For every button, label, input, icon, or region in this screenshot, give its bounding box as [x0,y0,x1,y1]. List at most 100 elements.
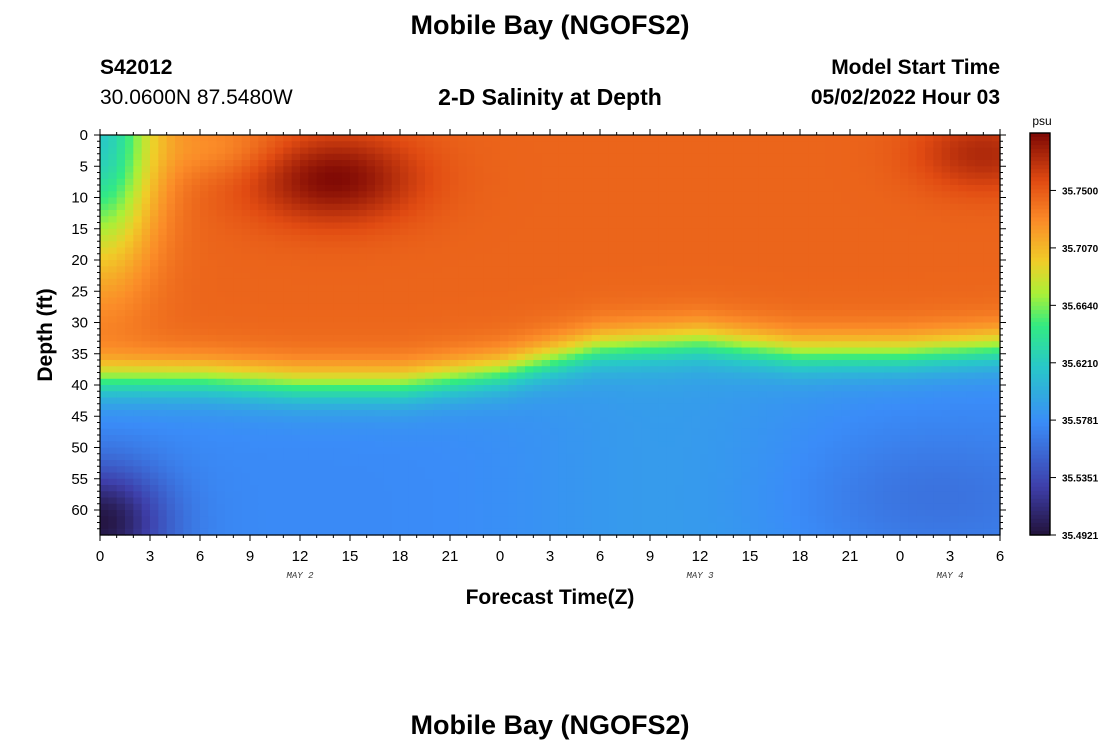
heatmap-cell [441,428,451,436]
heatmap-cell [183,441,193,449]
heatmap-cell [266,178,276,186]
heatmap-cell [533,322,543,330]
heatmap-cell [633,460,643,467]
heatmap-cell [200,403,209,411]
heatmap-cell [191,210,201,217]
heatmap-cell [358,191,368,199]
heatmap-cell [733,472,743,480]
heatmap-cell [300,353,309,361]
heatmap-cell [675,328,684,336]
heatmap-cell [341,160,351,167]
heatmap-cell [141,297,151,305]
heatmap-cell [558,191,568,199]
heatmap-cell [666,422,676,430]
heatmap-cell [266,528,276,536]
heatmap-cell [116,172,126,180]
heatmap-cell [283,203,293,211]
heatmap-cell [525,166,534,174]
heatmap-cell [633,235,643,242]
heatmap-cell [525,378,534,386]
heatmap-cell [341,247,351,255]
heatmap-cell [575,291,584,299]
heatmap-cell [366,422,376,430]
heatmap-cell [691,166,701,174]
heatmap-cell [741,528,751,536]
heatmap-cell [241,178,251,186]
heatmap-cell [233,341,243,349]
heatmap-cell [675,485,684,492]
heatmap-cell [375,478,384,486]
heatmap-cell [566,147,576,155]
heatmap-cell [683,291,693,299]
heatmap-cell [141,241,151,249]
heatmap-cell [725,335,734,342]
heatmap-cell [341,516,351,524]
heatmap-cell [341,403,351,411]
heatmap-cell [708,316,718,324]
heatmap-cell [525,316,534,324]
heatmap-cell [616,291,626,299]
heatmap-cell [541,478,551,486]
heatmap-cell [550,428,559,436]
heatmap-cell [266,410,276,417]
heatmap-cell [725,403,734,411]
heatmap-cell [616,416,626,424]
heatmap-cell [708,235,718,242]
heatmap-cell [183,366,193,374]
heatmap-cell [416,378,426,386]
heatmap-cell [633,160,643,167]
heatmap-cell [283,328,293,336]
heatmap-cell [291,141,301,149]
heatmap-cell [525,172,534,180]
heatmap-cell [683,222,693,230]
heatmap-cell [500,291,509,299]
heatmap-cell [716,310,726,317]
heatmap-cell [591,341,601,349]
heatmap-cell [683,328,693,336]
heatmap-cell [616,485,626,492]
heatmap-cell [741,216,751,224]
heatmap-cell [116,166,126,174]
heatmap-cell [116,260,126,267]
heatmap-cell [475,353,484,361]
heatmap-cell [183,478,193,486]
heatmap-cell [641,178,651,186]
heatmap-cell [616,322,626,330]
heatmap-cell [633,216,643,224]
heatmap-cell [183,341,193,349]
heatmap-cell [108,210,118,217]
heatmap-cell [541,497,551,505]
heatmap-cell [575,335,584,342]
heatmap-cell [516,172,526,180]
heatmap-cell [733,185,743,192]
heatmap-cell [675,522,684,530]
heatmap-cell [491,266,501,274]
heatmap-cell [466,435,476,442]
heatmap-cell [550,472,559,480]
heatmap-cell [316,391,326,399]
heatmap-cell [216,160,226,167]
heatmap-cell [558,222,568,230]
heatmap-cell [116,228,126,236]
heatmap-cell [183,210,193,217]
heatmap-cell [425,153,434,161]
heatmap-cell [475,260,484,267]
heatmap-cell [400,147,409,155]
heatmap-cell [333,466,343,474]
heatmap-cell [316,266,326,274]
heatmap-cell [566,210,576,217]
heatmap-cell [458,210,468,217]
heatmap-cell [316,472,326,480]
heatmap-cell [291,291,301,299]
heatmap-cell [183,141,193,149]
heatmap-cell [191,391,201,399]
heatmap-cell [525,266,534,274]
heatmap-cell [333,210,343,217]
heatmap-cell [441,422,451,430]
heatmap-cell [408,441,418,449]
heatmap-cell [416,222,426,230]
heatmap-cell [141,378,151,386]
heatmap-cell [608,497,618,505]
heatmap-cell [708,216,718,224]
heatmap-cell [575,272,584,280]
